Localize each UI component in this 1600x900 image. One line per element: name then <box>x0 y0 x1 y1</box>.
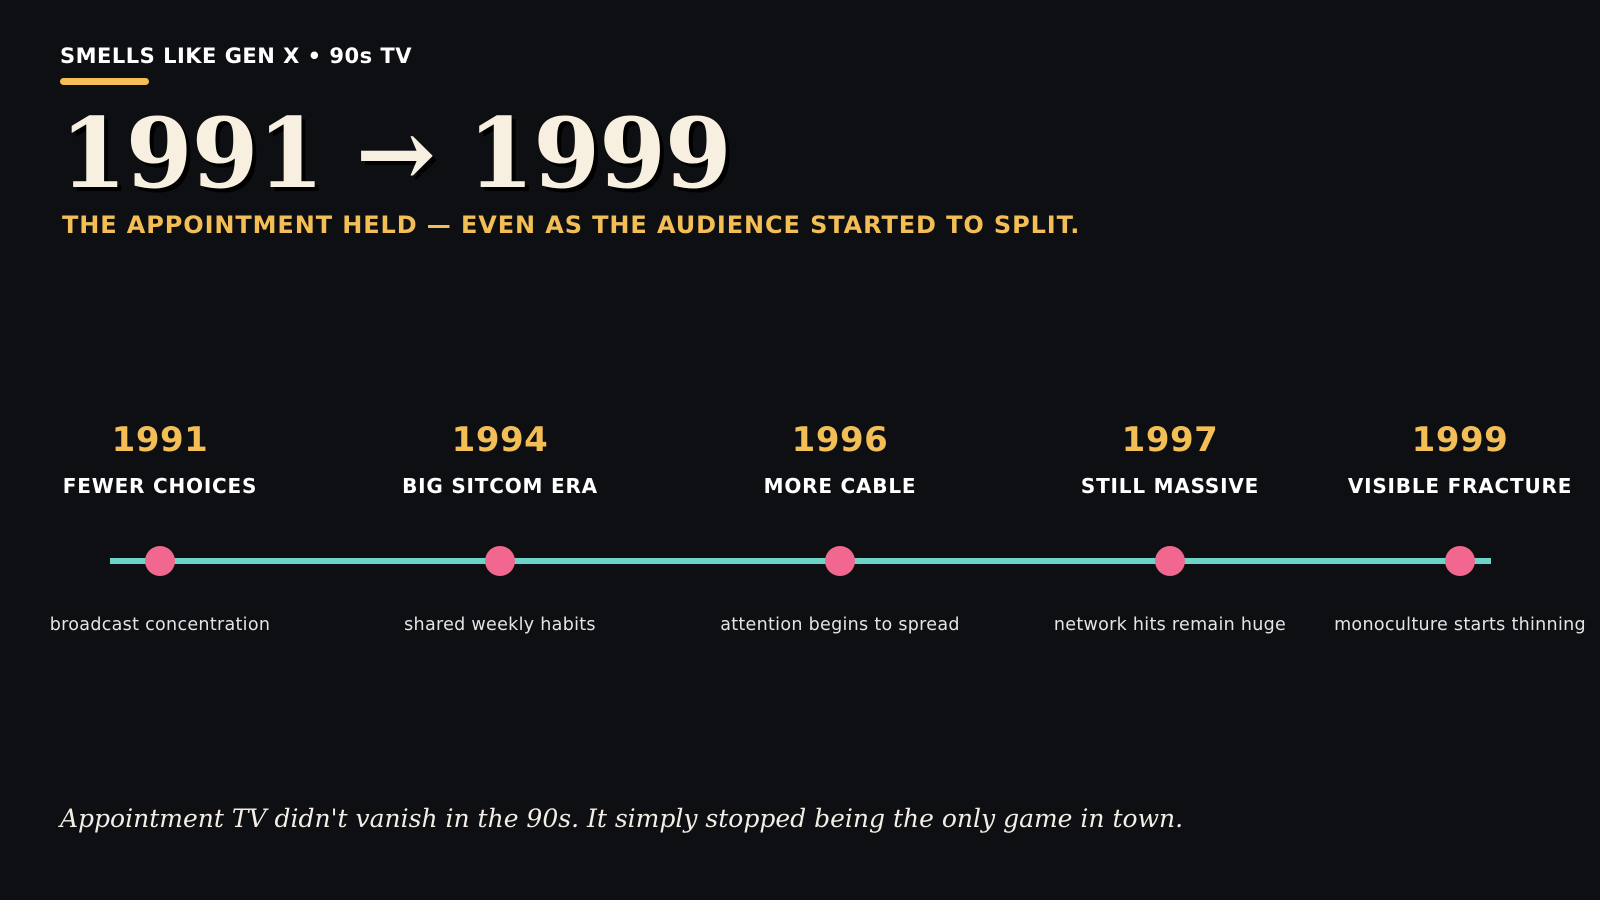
milestone-note: network hits remain huge <box>1053 615 1287 635</box>
timeline-line <box>110 558 1491 564</box>
milestone-note: attention begins to spread <box>720 615 960 635</box>
milestone-label: STILL MASSIVE <box>1080 474 1260 498</box>
milestone-dot <box>825 546 855 576</box>
milestone-label: BIG SITCOM ERA <box>402 474 598 498</box>
kicker-text: SMELLS LIKE GEN X • 90s TV <box>60 44 413 68</box>
milestone-dot <box>1445 546 1475 576</box>
milestone-year: 1991 <box>111 420 209 460</box>
milestone-year: 1996 <box>791 420 889 460</box>
milestone-note: broadcast concentration <box>49 615 271 635</box>
milestone-label: FEWER CHOICES <box>62 474 258 498</box>
milestone-year: 1997 <box>1121 420 1219 460</box>
milestone-dot <box>145 546 175 576</box>
footer-quote: Appointment TV didn't vanish in the 90s.… <box>60 804 1184 833</box>
headline: 1991 → 1999 <box>60 97 732 210</box>
subheadline: THE APPOINTMENT HELD — EVEN AS THE AUDIE… <box>62 211 1081 239</box>
milestone-dot <box>485 546 515 576</box>
milestone-label: VISIBLE FRACTURE <box>1347 474 1573 498</box>
milestone-year: 1994 <box>451 420 549 460</box>
milestone-label: MORE CABLE <box>763 474 917 498</box>
milestone-year: 1999 <box>1411 420 1509 460</box>
milestone-note: shared weekly habits <box>404 615 596 635</box>
milestone-dot <box>1155 546 1185 576</box>
milestone-note: monoculture starts thinning <box>1334 615 1586 635</box>
kicker-underline <box>60 78 149 85</box>
